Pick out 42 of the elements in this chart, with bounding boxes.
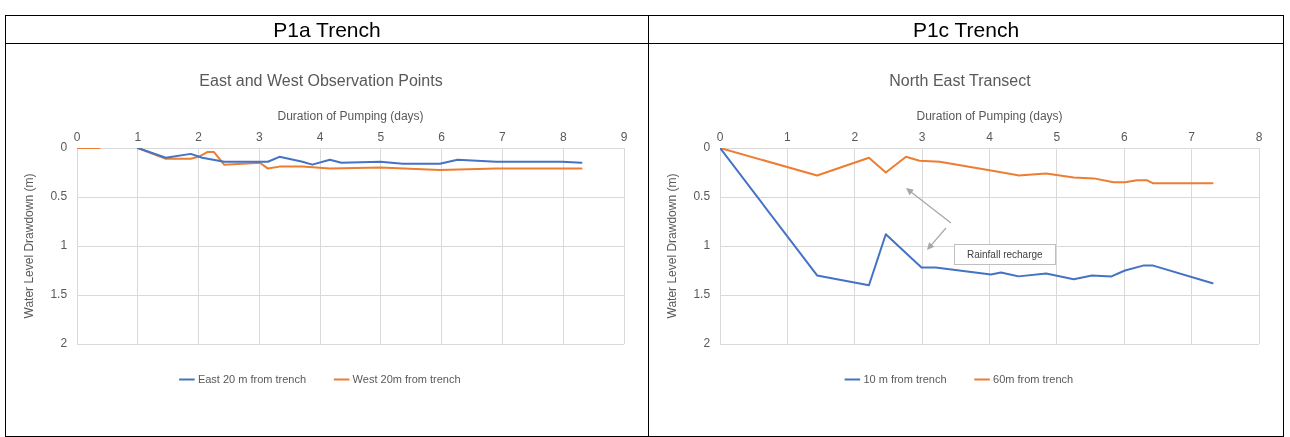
x-tick-label: 6 (438, 130, 446, 145)
y-tick-label: 1 (703, 238, 711, 253)
y-tick-label: 0 (60, 140, 68, 155)
x-tick-label: 2 (195, 130, 203, 145)
y-tick-label: 0.5 (50, 189, 68, 204)
x-tick-label: 5 (1053, 130, 1061, 145)
x-tick-label: 8 (1255, 130, 1263, 145)
chart-subtitle: East and West Observation Points (199, 72, 443, 90)
x-tick-label: 0 (73, 130, 81, 145)
x-tick-label: 1 (134, 130, 142, 145)
y-tick-label: 0 (703, 140, 711, 155)
x-tick-label: 4 (986, 130, 994, 145)
x-tick-label: 4 (316, 130, 324, 145)
x-tick-label: 6 (1120, 130, 1128, 145)
chart-title: P1a Trench (6, 16, 648, 44)
y-axis-title: Water Level Drawdown (m) (21, 173, 36, 319)
y-tick-label: 2 (60, 336, 68, 351)
x-tick-label: 9 (620, 130, 628, 145)
chart-subtitle: North East Transect (889, 72, 1032, 90)
legend-label: West 20m from trench (352, 372, 461, 385)
legend-label: East 20 m from trench (197, 372, 307, 385)
legend-label: 10 m from trench (863, 372, 947, 385)
x-tick-label: 3 (918, 130, 926, 145)
legend-label: 60m from trench (993, 372, 1074, 385)
x-tick-label: 1 (784, 130, 792, 145)
x-axis-title: Duration of Pumping (days) (916, 108, 1063, 123)
x-axis-title: Duration of Pumping (days) (277, 108, 424, 123)
x-tick-label: 8 (559, 130, 567, 145)
y-tick-label: 2 (703, 336, 711, 351)
y-tick-label: 1.5 (693, 287, 711, 302)
x-tick-label: 2 (851, 130, 859, 145)
x-tick-label: 3 (256, 130, 264, 145)
y-axis-title: Water Level Drawdown (m) (664, 173, 679, 319)
y-tick-label: 1.5 (50, 287, 68, 302)
annotation: Rainfall recharge (954, 244, 1056, 265)
x-tick-label: 7 (1188, 130, 1196, 145)
chart-title: P1c Trench (649, 16, 1283, 44)
y-tick-label: 1 (60, 238, 68, 253)
x-tick-label: 5 (377, 130, 385, 145)
y-tick-label: 0.5 (693, 189, 711, 204)
x-tick-label: 0 (716, 130, 724, 145)
x-tick-label: 7 (499, 130, 507, 145)
